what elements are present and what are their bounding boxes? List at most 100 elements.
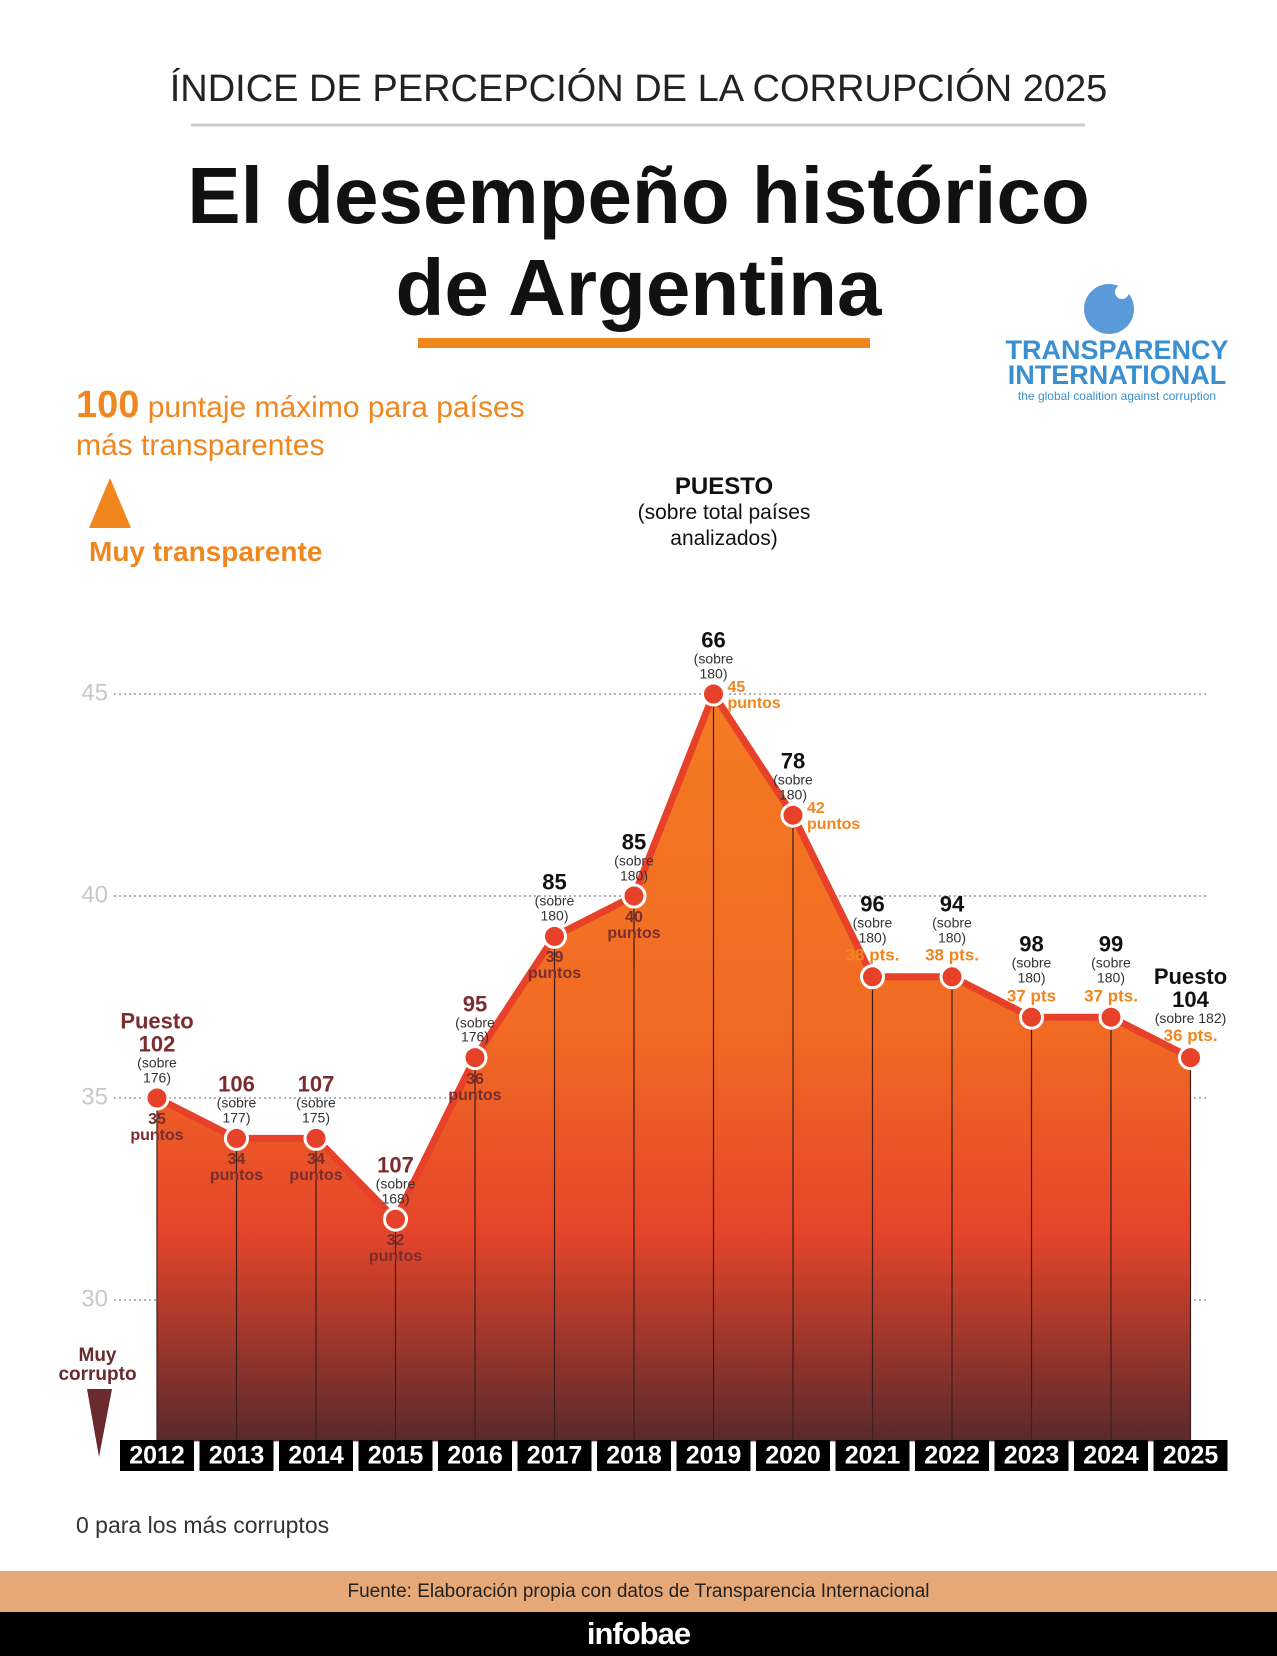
y-tick-label: 45	[81, 679, 108, 706]
x-tick-box	[517, 1440, 592, 1471]
top-label: Muy transparente	[89, 536, 323, 567]
area	[157, 694, 1191, 1442]
point-label: 99 (sobre 180) 37 pts.	[1084, 931, 1138, 1006]
point-label: 107 (sobre 175)	[290, 1073, 342, 1125]
x-tick-box	[120, 1440, 194, 1471]
total-label: (sobre 176)	[137, 1054, 177, 1086]
value-label: 34 puntos	[289, 1151, 343, 1185]
logo-name: INTERNATIONAL	[1007, 360, 1227, 390]
x-tick-label: 2022	[924, 1442, 980, 1470]
x-tick-label: 2025	[1163, 1442, 1219, 1470]
rank-heading-subtitle: analizados)	[670, 527, 778, 550]
rank-heading: PUESTO (sobre total países analizados)	[574, 474, 874, 552]
total-label: (sobre 180)	[852, 914, 893, 946]
logo-icon-dot	[1115, 285, 1129, 299]
title-line: de Argentina	[395, 243, 882, 332]
y-tick-label: 40	[81, 881, 108, 908]
point	[224, 1125, 249, 1151]
top-note-number: 100	[76, 384, 140, 426]
top-note: 100 puntaje máximo para países más trans…	[76, 386, 525, 465]
total-label: (sobre 168)	[375, 1175, 416, 1207]
total-label: (sobre 177)	[216, 1095, 257, 1126]
point	[860, 964, 885, 990]
down-arrow	[87, 1389, 112, 1457]
footer-band	[0, 1612, 1277, 1656]
x-tick-label: 2020	[765, 1442, 821, 1470]
x-tick-label: 2019	[686, 1442, 742, 1470]
rank-label: 94	[939, 891, 965, 917]
value-label: 42 puntos	[807, 800, 861, 834]
x-tick-label: 2017	[527, 1442, 583, 1470]
x-tick-box	[199, 1440, 274, 1471]
line	[155, 690, 1193, 1223]
point-label: 85 (sobre 180)	[608, 830, 660, 884]
x-tick-box	[994, 1440, 1069, 1471]
point-label: 94 (sobre 180) 38 pts.	[925, 891, 979, 965]
x-tick-label: 2024	[1083, 1442, 1139, 1470]
x-tick-label: 2018	[606, 1442, 662, 1470]
total-label: (sobre 180)	[693, 650, 734, 682]
y-tick-label: 30	[81, 1285, 108, 1312]
point	[1178, 1045, 1203, 1071]
value-label: 34 puntos	[209, 1151, 264, 1185]
value-label: 35 puntos	[130, 1111, 184, 1144]
point-label: 106 (sobre 177)	[211, 1073, 263, 1125]
value-label: 32 puntos	[368, 1232, 423, 1266]
x-tick-box	[1153, 1440, 1228, 1471]
point-label: 96 (sobre 180) 38 pts.	[845, 891, 900, 965]
rank-label: 98	[1019, 931, 1044, 957]
bottom-label: Muy corrupto	[58, 1345, 137, 1385]
bottom-note: 0 para los más corruptos	[76, 1512, 330, 1538]
x-tick-box	[597, 1440, 671, 1471]
point-label: 107 (sobre 168)	[370, 1154, 422, 1206]
logo: TRANSPARENCY INTERNATIONAL the global co…	[990, 335, 1244, 404]
total-label: (sobre 180)	[614, 852, 654, 884]
y-tick-label: 35	[81, 1083, 108, 1110]
rank-label: Puesto 102	[120, 1008, 194, 1057]
point	[542, 923, 567, 949]
value-label: 38 pts.	[845, 945, 900, 965]
value-label: 36 puntos	[448, 1070, 502, 1104]
point	[939, 964, 965, 990]
x-tick-box	[915, 1440, 989, 1471]
total-label: (sobre 176)	[455, 1014, 495, 1045]
x-tick-label: 2015	[368, 1442, 424, 1470]
point-label: Puesto 104 (sobre 182) 36 pts.	[1147, 965, 1234, 1045]
total-label: (sobre 180)	[1011, 954, 1052, 986]
rank-label: 99	[1098, 931, 1124, 957]
point	[1019, 1004, 1044, 1030]
value-label: 38 pts.	[925, 945, 979, 965]
total-label: (sobre 180)	[534, 893, 575, 924]
rank-label: 107	[377, 1152, 414, 1178]
logo-tagline: the global coalition against corruption	[1017, 389, 1217, 403]
rank-label: 106	[218, 1071, 255, 1097]
point-label: 66 (sobre 180)	[688, 628, 740, 682]
value-label: 37 pts.	[1084, 986, 1138, 1006]
point	[621, 883, 647, 909]
total-label: (sobre 182)	[1154, 1009, 1227, 1026]
point	[383, 1206, 408, 1232]
point-label: Puesto 102 (sobre 176)	[111, 1009, 203, 1085]
x-tick-label: 2013	[209, 1442, 265, 1470]
x-tick-box	[438, 1440, 512, 1471]
header: ÍNDICE DE PERCEPCIÓN DE LA CORRUPCIÓN 20…	[169, 68, 1108, 110]
logo-name: TRANSPARENCY	[1005, 335, 1229, 365]
rank-label: 96	[860, 891, 885, 917]
x-tick-label: 2012	[129, 1442, 185, 1470]
source-band	[0, 1571, 1277, 1612]
point-label: 85 (sobre 180)	[529, 871, 581, 923]
total-label: (sobre 180)	[932, 914, 972, 946]
up-arrow	[89, 478, 131, 528]
value-label: 45 puntos	[727, 679, 781, 712]
value-label: 36 pts.	[1163, 1026, 1218, 1046]
x-tick-label: 2023	[1004, 1442, 1060, 1470]
rank-label: 107	[297, 1071, 335, 1097]
value-label: 40 puntos	[607, 909, 661, 942]
rank-label: 85	[542, 869, 567, 895]
source: Fuente: Elaboración propia con datos de …	[347, 1581, 930, 1602]
rank-label: 78	[780, 748, 806, 774]
rank-label: Puesto 104	[1153, 963, 1228, 1012]
point	[462, 1045, 488, 1071]
